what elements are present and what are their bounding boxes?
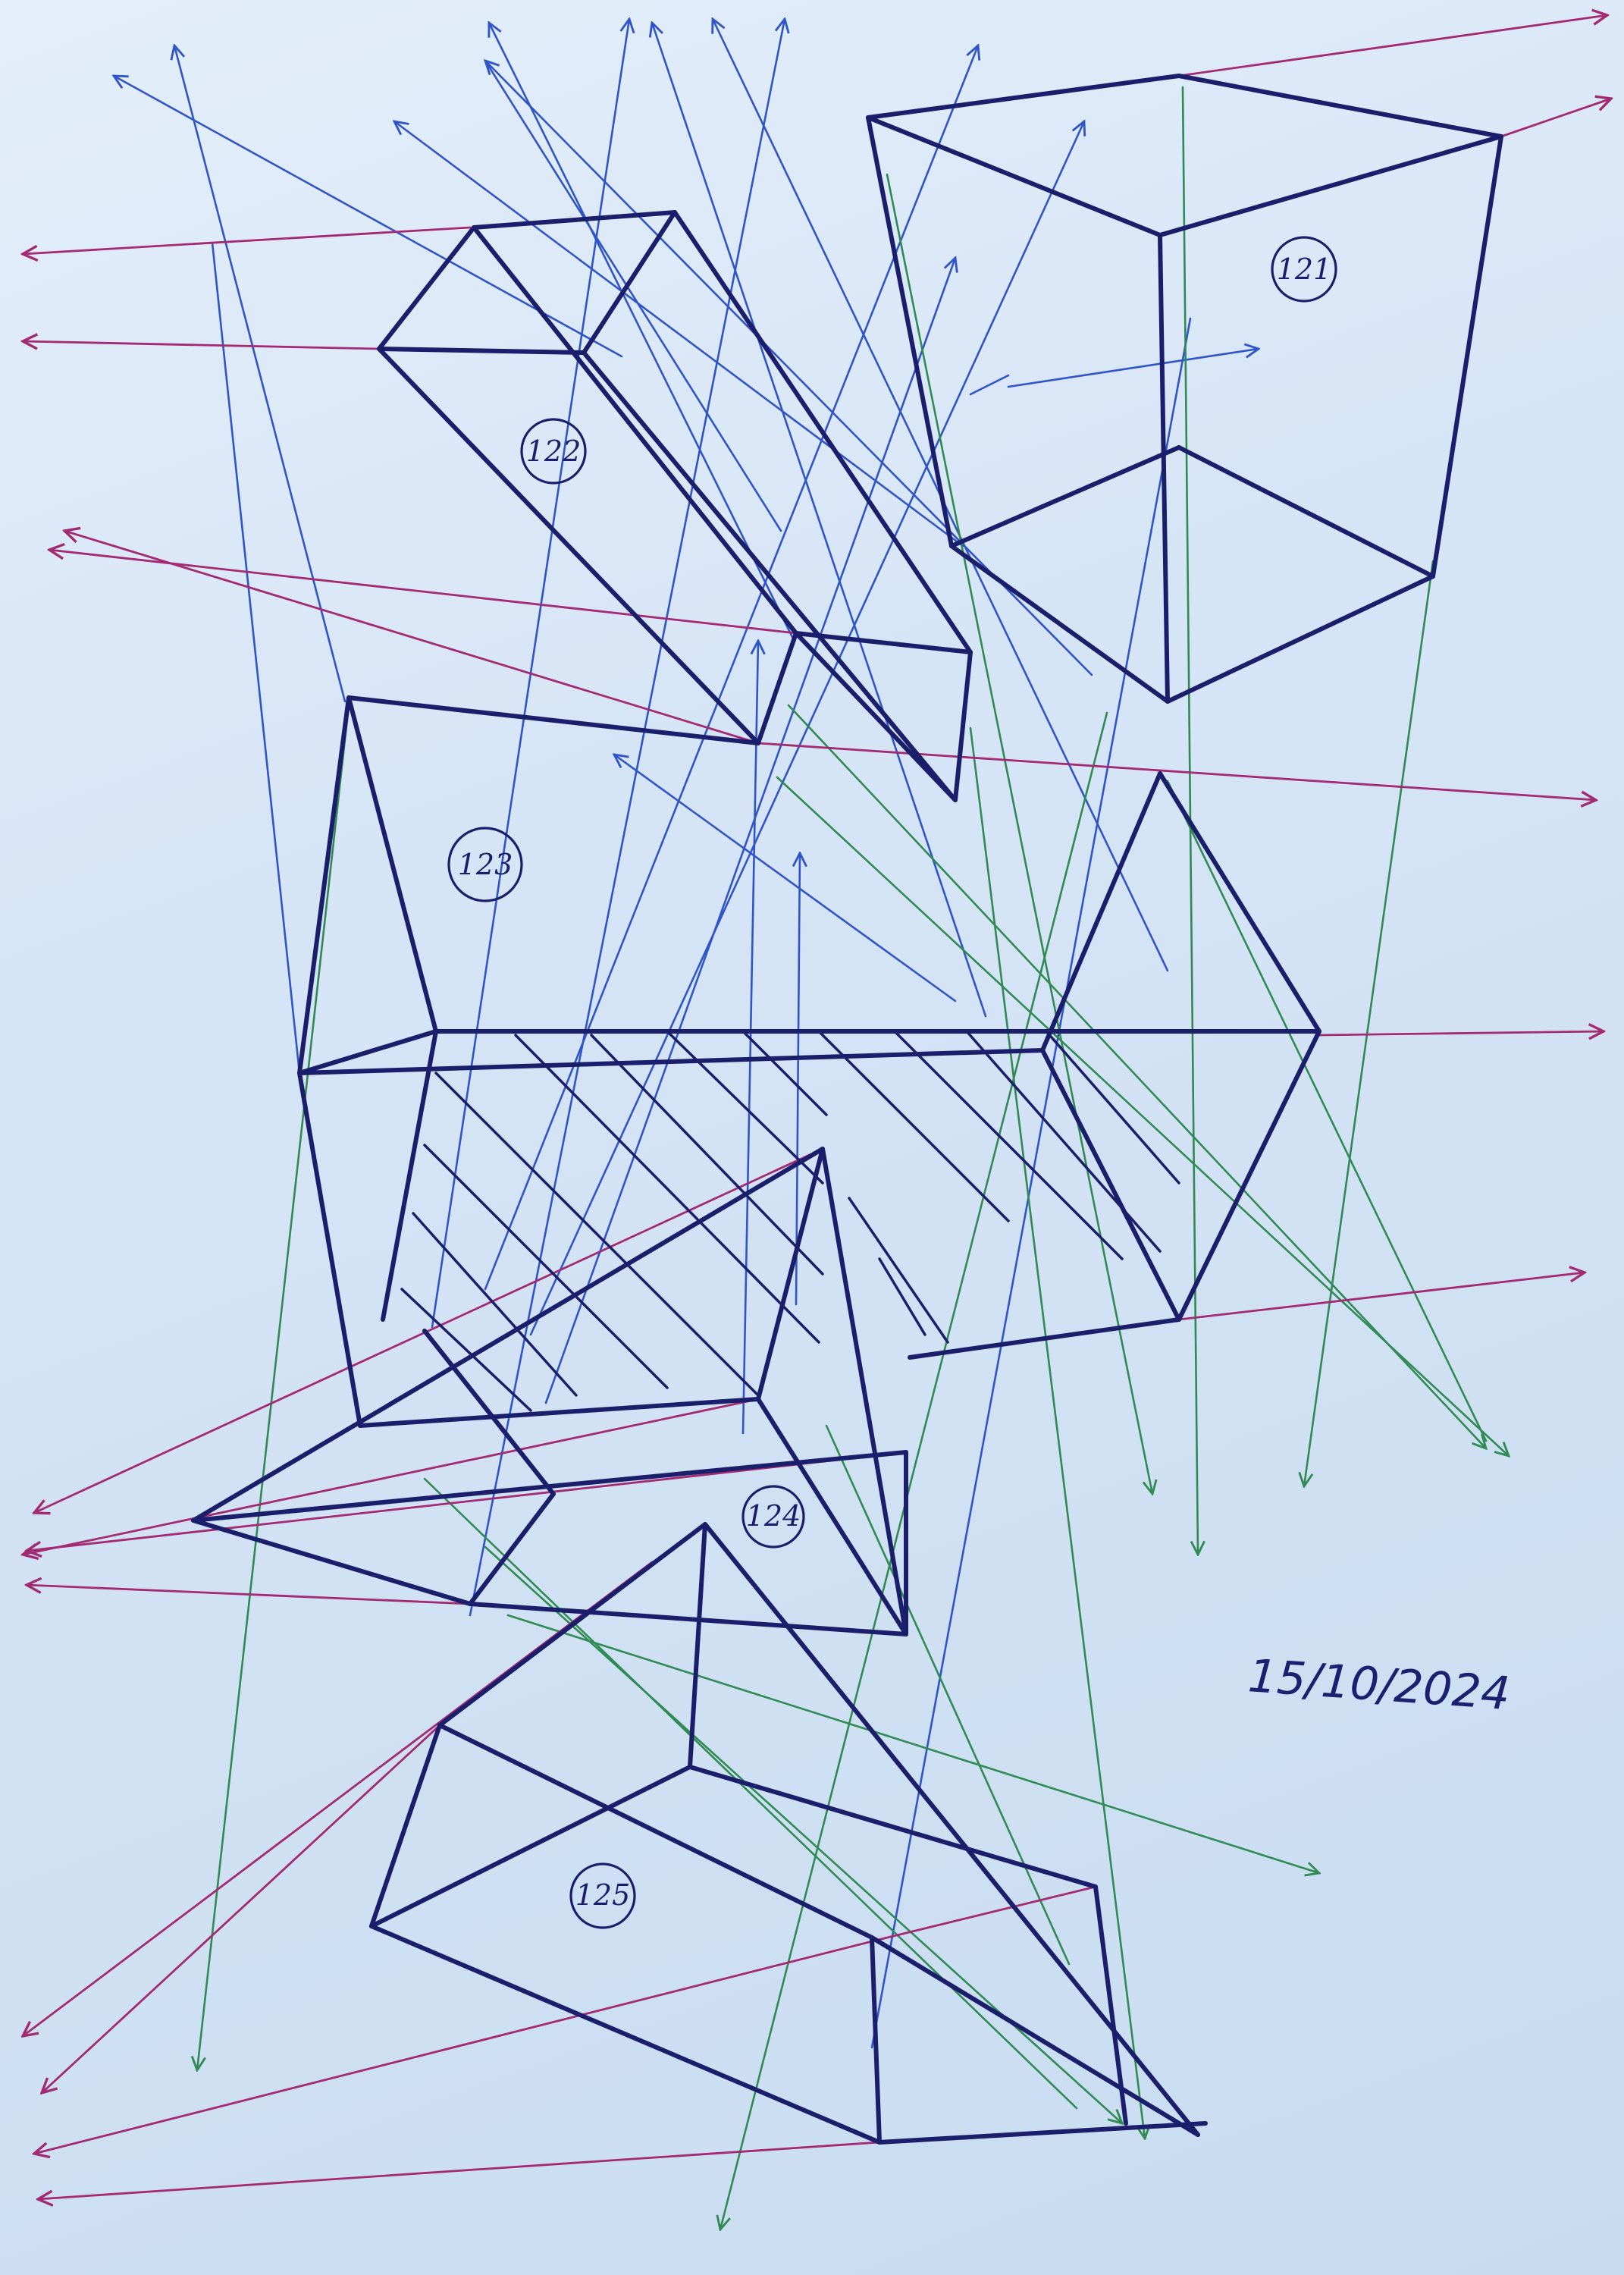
magenta-line (23, 341, 381, 349)
object-121 (866, 74, 1503, 704)
blue-line (484, 46, 978, 1291)
blue-line (544, 258, 955, 1404)
blue-projection-lines (114, 19, 1259, 2049)
green-line (969, 726, 1145, 2138)
magenta-line (27, 1451, 908, 1551)
green-line (197, 704, 350, 2070)
blue-line (529, 121, 1084, 1336)
magenta-line (1177, 1272, 1585, 1321)
blue-line (211, 241, 301, 1075)
object-122-end-face (377, 210, 677, 355)
green-line (720, 711, 1108, 2230)
magenta-line (49, 550, 798, 635)
magenta-line (870, 1885, 1097, 1943)
green-projection-lines (197, 86, 1509, 2230)
magenta-line (1500, 99, 1611, 138)
green-line (1304, 560, 1434, 1486)
label-121: 121 (1271, 236, 1337, 303)
label-123: 123 (447, 827, 523, 902)
blue-line (796, 853, 800, 1306)
blue-line (469, 19, 785, 1617)
blue-line (489, 23, 794, 639)
magenta-line (34, 1940, 873, 2154)
green-line (886, 173, 1152, 1494)
magenta-line (64, 531, 760, 745)
magenta-line (23, 226, 472, 254)
object-122 (377, 210, 973, 802)
label-123-text: 123 (458, 848, 513, 881)
green-line (506, 1614, 1319, 1873)
magenta-line (34, 1147, 824, 1513)
blue-line (741, 641, 758, 1435)
label-122: 122 (520, 418, 587, 485)
label-122-text: 122 (526, 435, 582, 468)
blue-line (174, 46, 346, 703)
green-line (776, 776, 1509, 1456)
hatching (400, 1030, 1180, 1412)
date-annotation: 15/10/2024 (1246, 1649, 1512, 1721)
blue-line (394, 121, 964, 548)
blue-line (484, 59, 782, 532)
blue-line (870, 317, 1192, 2049)
magenta-line (757, 742, 1596, 800)
green-line (484, 1545, 1122, 2123)
magenta-line (1318, 1031, 1604, 1035)
label-124: 124 (741, 1485, 805, 1549)
blue-line (652, 23, 987, 1018)
magenta-line (27, 1585, 472, 1605)
label-121-text: 121 (1277, 253, 1332, 286)
magenta-projection-lines (23, 15, 1611, 2199)
green-line (1166, 780, 1488, 1442)
green-line (787, 704, 1486, 1448)
object-124 (191, 1147, 908, 1636)
blue-line (1007, 349, 1259, 388)
label-124-text: 124 (746, 1499, 801, 1533)
object-123 (297, 695, 1321, 1428)
label-125-text: 125 (575, 1878, 631, 1912)
green-line (825, 1424, 1071, 1966)
magenta-line (1177, 15, 1607, 77)
magenta-line (38, 2141, 881, 2199)
green-line (423, 1477, 1078, 2110)
blue-line (614, 755, 957, 1003)
magenta-line (42, 1724, 441, 2093)
label-125: 125 (569, 1862, 636, 1929)
object-125 (369, 1522, 1208, 2145)
magenta-line (23, 1398, 760, 1555)
blue-line (969, 374, 1010, 396)
